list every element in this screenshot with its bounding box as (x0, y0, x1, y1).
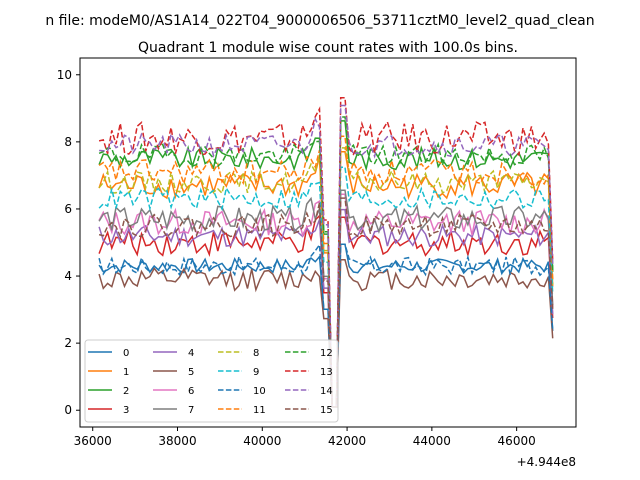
legend-box (84, 339, 339, 423)
legend-label-11: 11 (253, 405, 266, 416)
legend-label-12: 12 (320, 348, 333, 359)
x-tick-label: 42000 (328, 434, 366, 448)
series-line-11 (98, 135, 554, 408)
legend-label-14: 14 (320, 386, 333, 397)
y-tick-label: 0 (64, 403, 72, 417)
series-line-12 (98, 116, 554, 408)
x-tick-label: 36000 (74, 434, 112, 448)
plot-frame (79, 57, 577, 428)
legend-label-10: 10 (253, 386, 266, 397)
x-offset-label: +4.944e8 (517, 455, 576, 469)
series-line-14 (99, 104, 554, 408)
plot-lines (98, 97, 554, 408)
x-tick-label: 44000 (413, 434, 451, 448)
legend-label-9: 9 (253, 367, 259, 378)
legend-label-4: 4 (188, 348, 194, 359)
series-line-2 (98, 120, 554, 408)
x-tick-label: 46000 (498, 434, 536, 448)
legend-label-7: 7 (188, 405, 194, 416)
series-line-4 (98, 208, 554, 408)
y-tick-label: 2 (64, 336, 72, 350)
legend-label-8: 8 (253, 348, 259, 359)
series-line-8 (98, 147, 554, 408)
series-line-6 (98, 193, 554, 408)
series-line-5 (98, 259, 554, 408)
series-line-3 (98, 213, 554, 408)
legend-label-15: 15 (320, 405, 333, 416)
legend-label-6: 6 (188, 386, 194, 397)
figure-suptitle: n file: modeM0/AS1A14_022T04_9000006506_… (45, 13, 594, 29)
y-tick-label: 10 (57, 68, 72, 82)
series-line-10 (98, 242, 554, 408)
series-line-9 (98, 166, 554, 408)
series-line-15 (98, 197, 554, 408)
y-tick-label: 4 (64, 269, 72, 283)
legend-label-13: 13 (320, 367, 333, 378)
legend-label-2: 2 (123, 386, 129, 397)
x-tick-label: 40000 (243, 434, 281, 448)
series-line-1 (98, 151, 554, 408)
chart-title: Quadrant 1 module wise count rates with … (138, 40, 518, 56)
legend-label-0: 0 (123, 348, 129, 359)
series-line-7 (98, 189, 554, 408)
y-tick-label: 6 (64, 202, 72, 216)
legend-label-5: 5 (188, 367, 194, 378)
y-tick-label: 8 (64, 135, 72, 149)
legend-label-3: 3 (123, 405, 129, 416)
legend-label-1: 1 (123, 367, 129, 378)
series-line-13 (98, 97, 554, 408)
x-tick-label: 38000 (158, 434, 196, 448)
